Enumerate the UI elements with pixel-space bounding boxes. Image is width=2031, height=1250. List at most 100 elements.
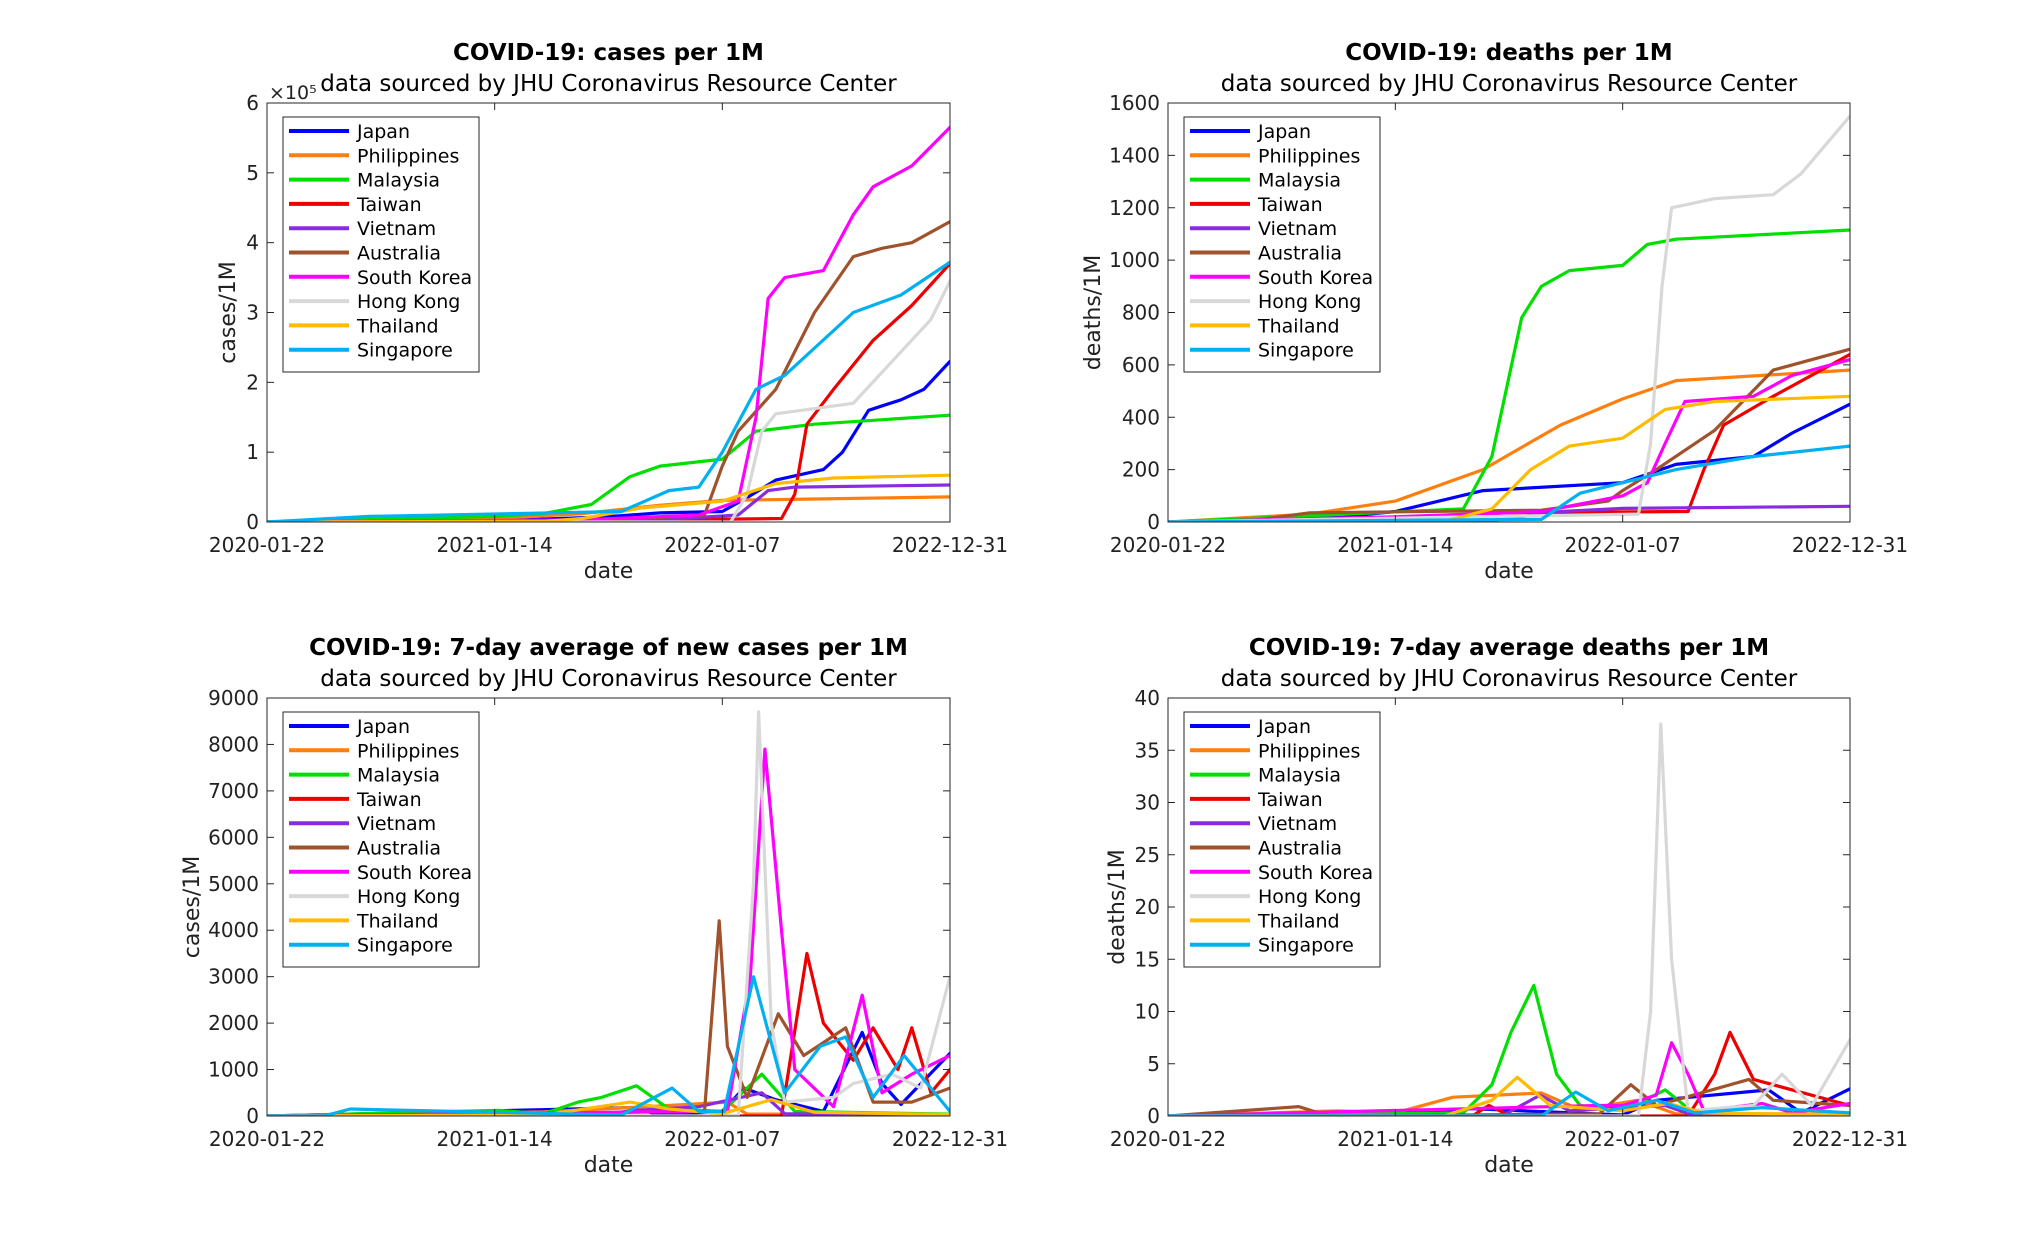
y-tick-label: 3 — [246, 301, 259, 325]
legend-box — [1183, 711, 1381, 968]
y-tick-label: 2000 — [208, 1011, 259, 1035]
series-line-hong-kong — [1168, 114, 1850, 522]
x-axis-label: date — [1484, 559, 1534, 584]
y-axis-label: cases/1M — [180, 856, 205, 958]
x-tick-label: 2021-01-14 — [437, 1127, 553, 1151]
series-line-hong-kong — [267, 279, 950, 522]
y-tick-label: 0 — [246, 510, 259, 534]
y-tick-label: 25 — [1135, 843, 1160, 867]
chart-subtitle: data sourced by JHU Coronavirus Resource… — [320, 71, 897, 97]
y-tick-label: 15 — [1135, 947, 1160, 971]
legend-entry: Australia — [1258, 838, 1342, 860]
chart-panel-1: 0 1 2 3 4 5 6 2020-01-22 2021-01-14 2022-01-07 202… — [209, 40, 1008, 584]
y-tick-label: 600 — [1122, 353, 1160, 377]
series-line-japan — [267, 359, 950, 522]
legend-entry: Japan — [1257, 716, 1311, 738]
y-tick-label: 5 — [1147, 1052, 1160, 1076]
chart-panel-2: 0 200 400 600 800 1000 1200 1400 1600 2020-01-22 2… — [1081, 40, 1908, 584]
x-tick-label: 2020-01-22 — [209, 1127, 325, 1151]
y-tick-label: 6000 — [208, 825, 259, 849]
legend-entry: South Korea — [1258, 267, 1373, 289]
series-line-singapore — [1168, 1090, 1850, 1116]
y-tick-label: 4 — [246, 231, 259, 255]
x-tick-label: 2020-01-22 — [1110, 533, 1226, 557]
x-tick-label: 2022-12-31 — [1792, 533, 1908, 557]
legend-entry: Hong Kong — [1258, 291, 1361, 313]
legend-entry: Singapore — [357, 340, 453, 362]
legend-box — [282, 711, 480, 968]
x-tick-label: 2022-01-07 — [664, 1127, 780, 1151]
legend-entry: Thailand — [356, 315, 439, 337]
series-line-taiwan — [267, 951, 950, 1116]
chart-subtitle: data sourced by JHU Coronavirus Resource… — [1221, 666, 1798, 692]
y-tick-label: 1200 — [1109, 196, 1160, 220]
legend-entry: Vietnam — [1258, 218, 1337, 240]
legend-entry: Taiwan — [1257, 789, 1323, 811]
x-tick-label: 2020-01-22 — [1110, 1127, 1226, 1151]
legend-entry: Philippines — [357, 145, 459, 167]
legend-entry: Taiwan — [1257, 194, 1323, 216]
x-tick-label: 2020-01-22 — [209, 533, 325, 557]
legend-entry: Hong Kong — [357, 291, 460, 313]
legend-box — [1183, 116, 1381, 373]
y-tick-label: 8000 — [208, 732, 259, 756]
y-tick-label: 2 — [246, 370, 259, 394]
y-tick-label: 5 — [246, 161, 259, 185]
x-tick-label: 2022-12-31 — [1792, 1127, 1908, 1151]
legend-entry: Hong Kong — [357, 886, 460, 908]
axes-frame — [266, 697, 951, 1117]
y-tick-label: 10 — [1135, 1000, 1160, 1024]
series-group — [1168, 114, 1850, 522]
x-tick-label: 2021-01-14 — [1337, 533, 1453, 557]
y-tick-label: 0 — [246, 1104, 259, 1128]
y-tick-label: 1 — [246, 440, 259, 464]
legend-entry: Malaysia — [1258, 765, 1341, 787]
series-line-thailand — [267, 473, 950, 522]
legend-entry: Australia — [357, 243, 441, 265]
series-line-singapore — [267, 260, 950, 522]
y-tick-label: 30 — [1135, 791, 1160, 815]
chart-title: COVID-19: 7-day average of new cases per… — [309, 635, 908, 661]
legend-entry: Thailand — [356, 910, 439, 932]
x-axis-label: date — [584, 559, 634, 584]
series-line-vietnam — [267, 483, 950, 522]
y-tick-label: 40 — [1135, 686, 1160, 710]
y-tick-label: 800 — [1122, 301, 1160, 325]
legend-entry: Thailand — [1257, 910, 1340, 932]
y-tick-label: 6 — [246, 91, 259, 115]
legend-entry: Australia — [1258, 243, 1342, 265]
legend-entry: Australia — [357, 838, 441, 860]
x-tick-label: 2022-01-07 — [1565, 533, 1681, 557]
legend-entry: Malaysia — [357, 170, 440, 192]
y-tick-label: 0 — [1147, 510, 1160, 534]
series-group — [1168, 722, 1850, 1116]
legend-entry: Philippines — [1258, 145, 1360, 167]
legend-entry: Taiwan — [356, 194, 422, 216]
chart-subtitle: data sourced by JHU Coronavirus Resource… — [320, 666, 897, 692]
y-axis-label: deaths/1M — [1105, 849, 1130, 964]
y-tick-label: 1400 — [1109, 143, 1160, 167]
y-tick-label: 35 — [1135, 738, 1160, 762]
series-group — [267, 125, 950, 522]
chart-title: COVID-19: deaths per 1M — [1345, 40, 1672, 66]
legend-entry: South Korea — [357, 267, 472, 289]
legend-box — [282, 116, 480, 373]
x-tick-label: 2022-01-07 — [1565, 1127, 1681, 1151]
x-tick-label: 2022-12-31 — [892, 1127, 1008, 1151]
legend-entry: Singapore — [1258, 935, 1354, 957]
series-group — [267, 710, 950, 1116]
legend-entry: Philippines — [1258, 740, 1360, 762]
series-line-vietnam — [267, 1091, 950, 1116]
legend-entry: Philippines — [357, 740, 459, 762]
y-tick-label: 400 — [1122, 405, 1160, 429]
y-tick-label: 4000 — [208, 918, 259, 942]
series-line-vietnam — [1168, 1093, 1850, 1116]
legend-entry: Singapore — [357, 935, 453, 957]
legend-entry: Vietnam — [1258, 813, 1337, 835]
x-axis-label: date — [584, 1153, 634, 1178]
